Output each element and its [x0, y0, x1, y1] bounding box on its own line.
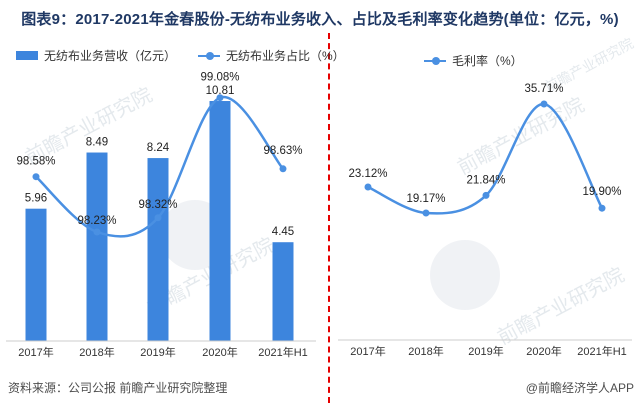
x-tick-label: 2021年H1 — [577, 344, 627, 358]
line-point — [598, 204, 606, 212]
legend-item-share: 无纺布业务占比（%） — [198, 47, 345, 64]
bar — [86, 152, 108, 341]
bar — [147, 158, 169, 341]
line-point — [216, 94, 224, 102]
right-chart-legend: 毛利率（%） — [424, 52, 523, 69]
bar-value-label: 8.24 — [147, 142, 170, 154]
line-point — [32, 173, 40, 181]
line-value-label: 99.08% — [200, 72, 239, 84]
x-tick-label: 2018年 — [408, 344, 443, 358]
legend-label-revenue: 无纺布业务营收（亿元） — [44, 49, 177, 63]
source-note: 资料来源：公司公报 前瞻产业研究院整理 — [8, 381, 228, 395]
left-chart-legend: 无纺布业务营收（亿元） 无纺布业务占比（%） — [16, 47, 345, 64]
line-value-label: 21.84% — [466, 174, 505, 186]
line-point — [279, 165, 287, 173]
trend-line — [34, 96, 285, 238]
line-value-label: 19.17% — [406, 193, 445, 205]
legend-label-share: 无纺布业务占比（%） — [226, 49, 345, 63]
line-point — [93, 228, 101, 236]
trend-line — [366, 102, 604, 215]
line-point — [422, 209, 430, 217]
line-point — [154, 214, 162, 222]
line-point — [540, 100, 548, 108]
line-swatch-icon — [198, 51, 221, 60]
x-tick-label: 2017年 — [350, 344, 385, 358]
x-tick-label: 2021年H1 — [258, 345, 308, 359]
line-value-label: 98.58% — [16, 156, 55, 168]
right-chart: 23.12% 19.17% 21.84% 35.71% 19.90% 2017年 2018年… — [338, 83, 632, 358]
x-tick-label: 2019年 — [140, 345, 175, 359]
left-chart: 5.96 8.49 8.24 10.81 4.45 98.58% 98.23% 98.32% 9… — [6, 72, 316, 359]
line-point — [364, 183, 372, 191]
bar — [25, 208, 47, 341]
x-tick-label: 2020年 — [202, 345, 237, 359]
bar-value-label: 8.49 — [86, 137, 108, 149]
line-value-label: 23.12% — [348, 168, 387, 180]
chart-title: 图表9：2017-2021年金春股份-无纺布业务收入、占比及毛利率变化趋势(单位… — [21, 11, 619, 28]
bar-swatch-icon — [16, 51, 38, 60]
line-value-label: 19.90% — [582, 186, 621, 198]
bar-value-label: 5.96 — [25, 193, 47, 205]
bar-value-label: 10.81 — [206, 85, 235, 97]
line-value-label: 35.71% — [524, 83, 563, 95]
legend-item-margin: 毛利率（%） — [424, 52, 523, 69]
legend-label-margin: 毛利率（%） — [452, 54, 523, 68]
x-tick-label: 2017年 — [18, 345, 53, 359]
line-value-label: 98.63% — [263, 145, 302, 157]
line-point — [482, 191, 490, 199]
panel-divider-line — [328, 33, 330, 403]
bar — [209, 101, 231, 341]
credit-note: @前瞻经济学人APP — [525, 381, 634, 395]
line-value-label: 98.23% — [77, 215, 116, 227]
legend-item-revenue: 无纺布业务营收（亿元） — [16, 47, 176, 64]
bar-value-label: 4.45 — [272, 226, 294, 238]
x-tick-label: 2019年 — [468, 344, 503, 358]
x-tick-label: 2020年 — [526, 344, 561, 358]
line-swatch-icon — [424, 56, 446, 65]
x-tick-label: 2018年 — [79, 345, 114, 359]
line-value-label: 98.32% — [138, 199, 177, 211]
bar — [272, 242, 294, 341]
